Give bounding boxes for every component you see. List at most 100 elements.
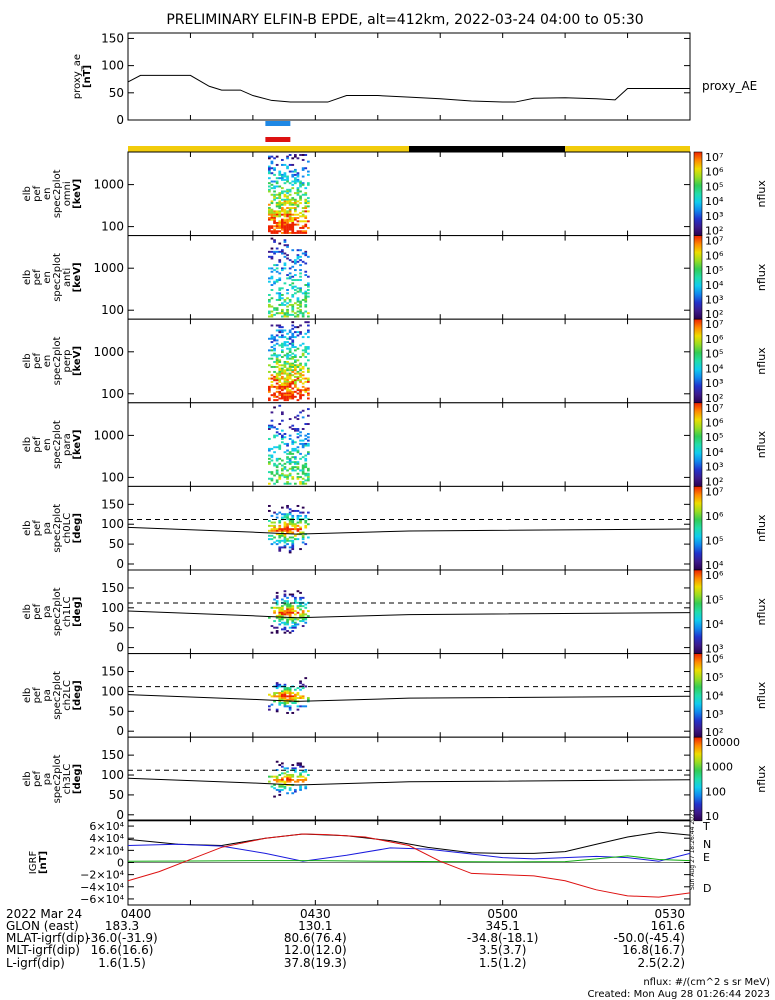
heatmap-cell: [299, 390, 302, 393]
heatmap-cell: [304, 777, 308, 780]
heatmap-cell: [281, 469, 284, 472]
ylabel-line: en: [42, 271, 53, 284]
heatmap-cell: [270, 172, 274, 175]
heatmap-cell: [296, 518, 300, 521]
heatmap-cell: [291, 548, 295, 551]
heatmap-cell: [291, 202, 295, 205]
heatmap-cell: [275, 365, 279, 368]
heatmap-cell: [296, 364, 300, 367]
heatmap-cell: [294, 379, 297, 382]
igrf-legend-T: T: [702, 820, 710, 833]
heatmap-cell: [283, 466, 287, 469]
heatmap-cell: [275, 395, 279, 398]
heatmap-cell: [283, 690, 287, 693]
ylabel-line: [deg]: [72, 764, 83, 794]
heatmap-cell: [288, 394, 292, 397]
heatmap-cell: [307, 380, 310, 383]
heatmap-cell: [294, 390, 297, 393]
heatmap-cell: [296, 705, 300, 708]
heatmap-cell: [273, 337, 276, 340]
heatmap-cell: [307, 615, 310, 618]
heatmap-cell: [275, 600, 279, 603]
heatmap-cell: [286, 312, 289, 315]
heatmap-cell: [288, 606, 292, 609]
y-tick-label: −2×10⁴: [80, 869, 124, 882]
heatmap-cell: [299, 154, 302, 156]
heatmap-cell: [299, 380, 302, 383]
heatmap-cell: [307, 173, 310, 176]
heatmap-cell: [304, 220, 308, 223]
heatmap-cell: [278, 693, 282, 696]
heatmap-cell: [283, 700, 287, 703]
heatmap-cell: [294, 698, 297, 701]
heatmap-cell: [283, 397, 287, 400]
heatmap-cell: [273, 193, 276, 196]
ylabel-line: proxy_ae: [72, 54, 83, 99]
heatmap-cell: [273, 354, 276, 357]
ylabel-line: perp: [62, 350, 73, 373]
heatmap-cell: [281, 377, 284, 380]
heatmap-cell: [307, 183, 310, 186]
heatmap-cell: [286, 228, 289, 231]
heatmap-cell: [294, 380, 297, 383]
heatmap-cell: [294, 274, 297, 277]
heatmap-cell: [286, 165, 289, 168]
heatmap-cell: [288, 519, 292, 522]
heatmap-cell: [286, 384, 289, 387]
heatmap-cell: [286, 207, 289, 210]
heatmap-cell: [301, 416, 305, 419]
heatmap-cell: [273, 521, 276, 524]
heatmap-cell: [281, 437, 284, 440]
heatmap-cell: [301, 354, 305, 357]
heatmap-cell: [296, 692, 300, 695]
ylabel-line: ch0LC: [62, 513, 73, 544]
heatmap-cell: [270, 289, 274, 291]
heatmap-cell: [270, 250, 274, 253]
heatmap-cell: [288, 461, 292, 464]
heatmap-cell: [268, 471, 271, 474]
heatmap-cell: [304, 705, 308, 708]
heatmap-cell: [296, 193, 300, 196]
heatmap-cell: [307, 451, 310, 454]
heatmap-cell: [294, 447, 297, 450]
heatmap-cell: [304, 618, 308, 621]
heatmap-cell: [291, 395, 295, 398]
heatmap-cell: [268, 203, 271, 206]
heatmap-cell: [288, 347, 292, 350]
heatmap-cell: [268, 693, 271, 696]
heatmap-cell: [296, 392, 300, 395]
heatmap-cell: [281, 394, 284, 397]
heatmap-cell: [278, 695, 282, 698]
ylabel-line: IGRF: [28, 851, 39, 875]
heatmap-cell: [294, 369, 297, 372]
heatmap-cell: [304, 377, 308, 380]
heatmap-cell: [301, 175, 305, 178]
heatmap-cell: [268, 461, 271, 464]
heatmap-cell: [291, 439, 295, 442]
heatmap-cell: [273, 230, 276, 233]
heatmap-cell: [273, 220, 276, 223]
heatmap-cell: [299, 197, 302, 200]
heatmap-cell: [278, 210, 282, 213]
ylabel-line: en: [42, 355, 53, 368]
y-tick-label: 100: [101, 684, 124, 698]
heatmap-cell: [307, 479, 310, 482]
heatmap-cell: [278, 526, 282, 529]
heatmap-cell: [288, 223, 292, 226]
heatmap-cell: [304, 389, 308, 392]
heatmap-cell: [270, 200, 274, 203]
heatmap-cell: [275, 379, 279, 382]
heatmap-cell: [281, 780, 284, 783]
heatmap-cell: [281, 367, 284, 370]
heatmap-cell: [301, 534, 305, 537]
heatmap-cell: [283, 513, 287, 516]
heatmap-cell: [270, 346, 274, 349]
heatmap-cell: [301, 313, 305, 316]
heatmap-cell: [270, 472, 274, 475]
heatmap-cell: [278, 326, 282, 329]
heatmap-cell: [286, 477, 289, 480]
heatmap-cell: [283, 298, 287, 301]
heatmap-cell: [294, 601, 297, 604]
heatmap-cell: [304, 205, 308, 208]
heatmap-cell: [288, 202, 292, 205]
